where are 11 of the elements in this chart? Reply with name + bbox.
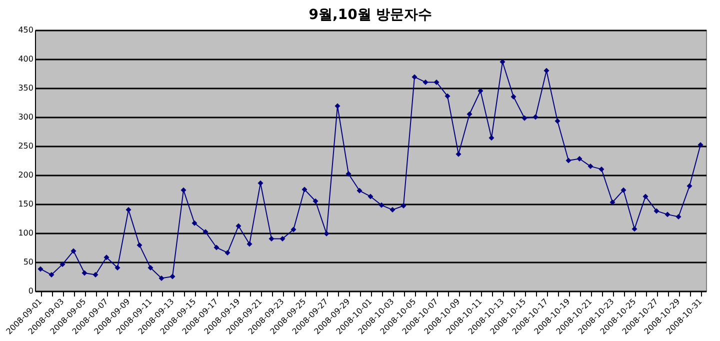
chart-title: 9월,10월 방문자수 <box>308 7 432 23</box>
y-tick-label: 0 <box>28 286 34 296</box>
y-tick-label: 200 <box>18 170 34 180</box>
y-tick-label: 350 <box>18 84 34 92</box>
y-tick-label: 50 <box>23 258 34 266</box>
y-tick-label: 250 <box>18 142 34 150</box>
y-tick-label: 100 <box>18 228 34 238</box>
y-tick-label: 450 <box>18 26 34 34</box>
y-tick-label: 150 <box>18 200 34 208</box>
y-tick-label: 300 <box>18 112 34 122</box>
y-tick-label: 400 <box>18 54 34 64</box>
